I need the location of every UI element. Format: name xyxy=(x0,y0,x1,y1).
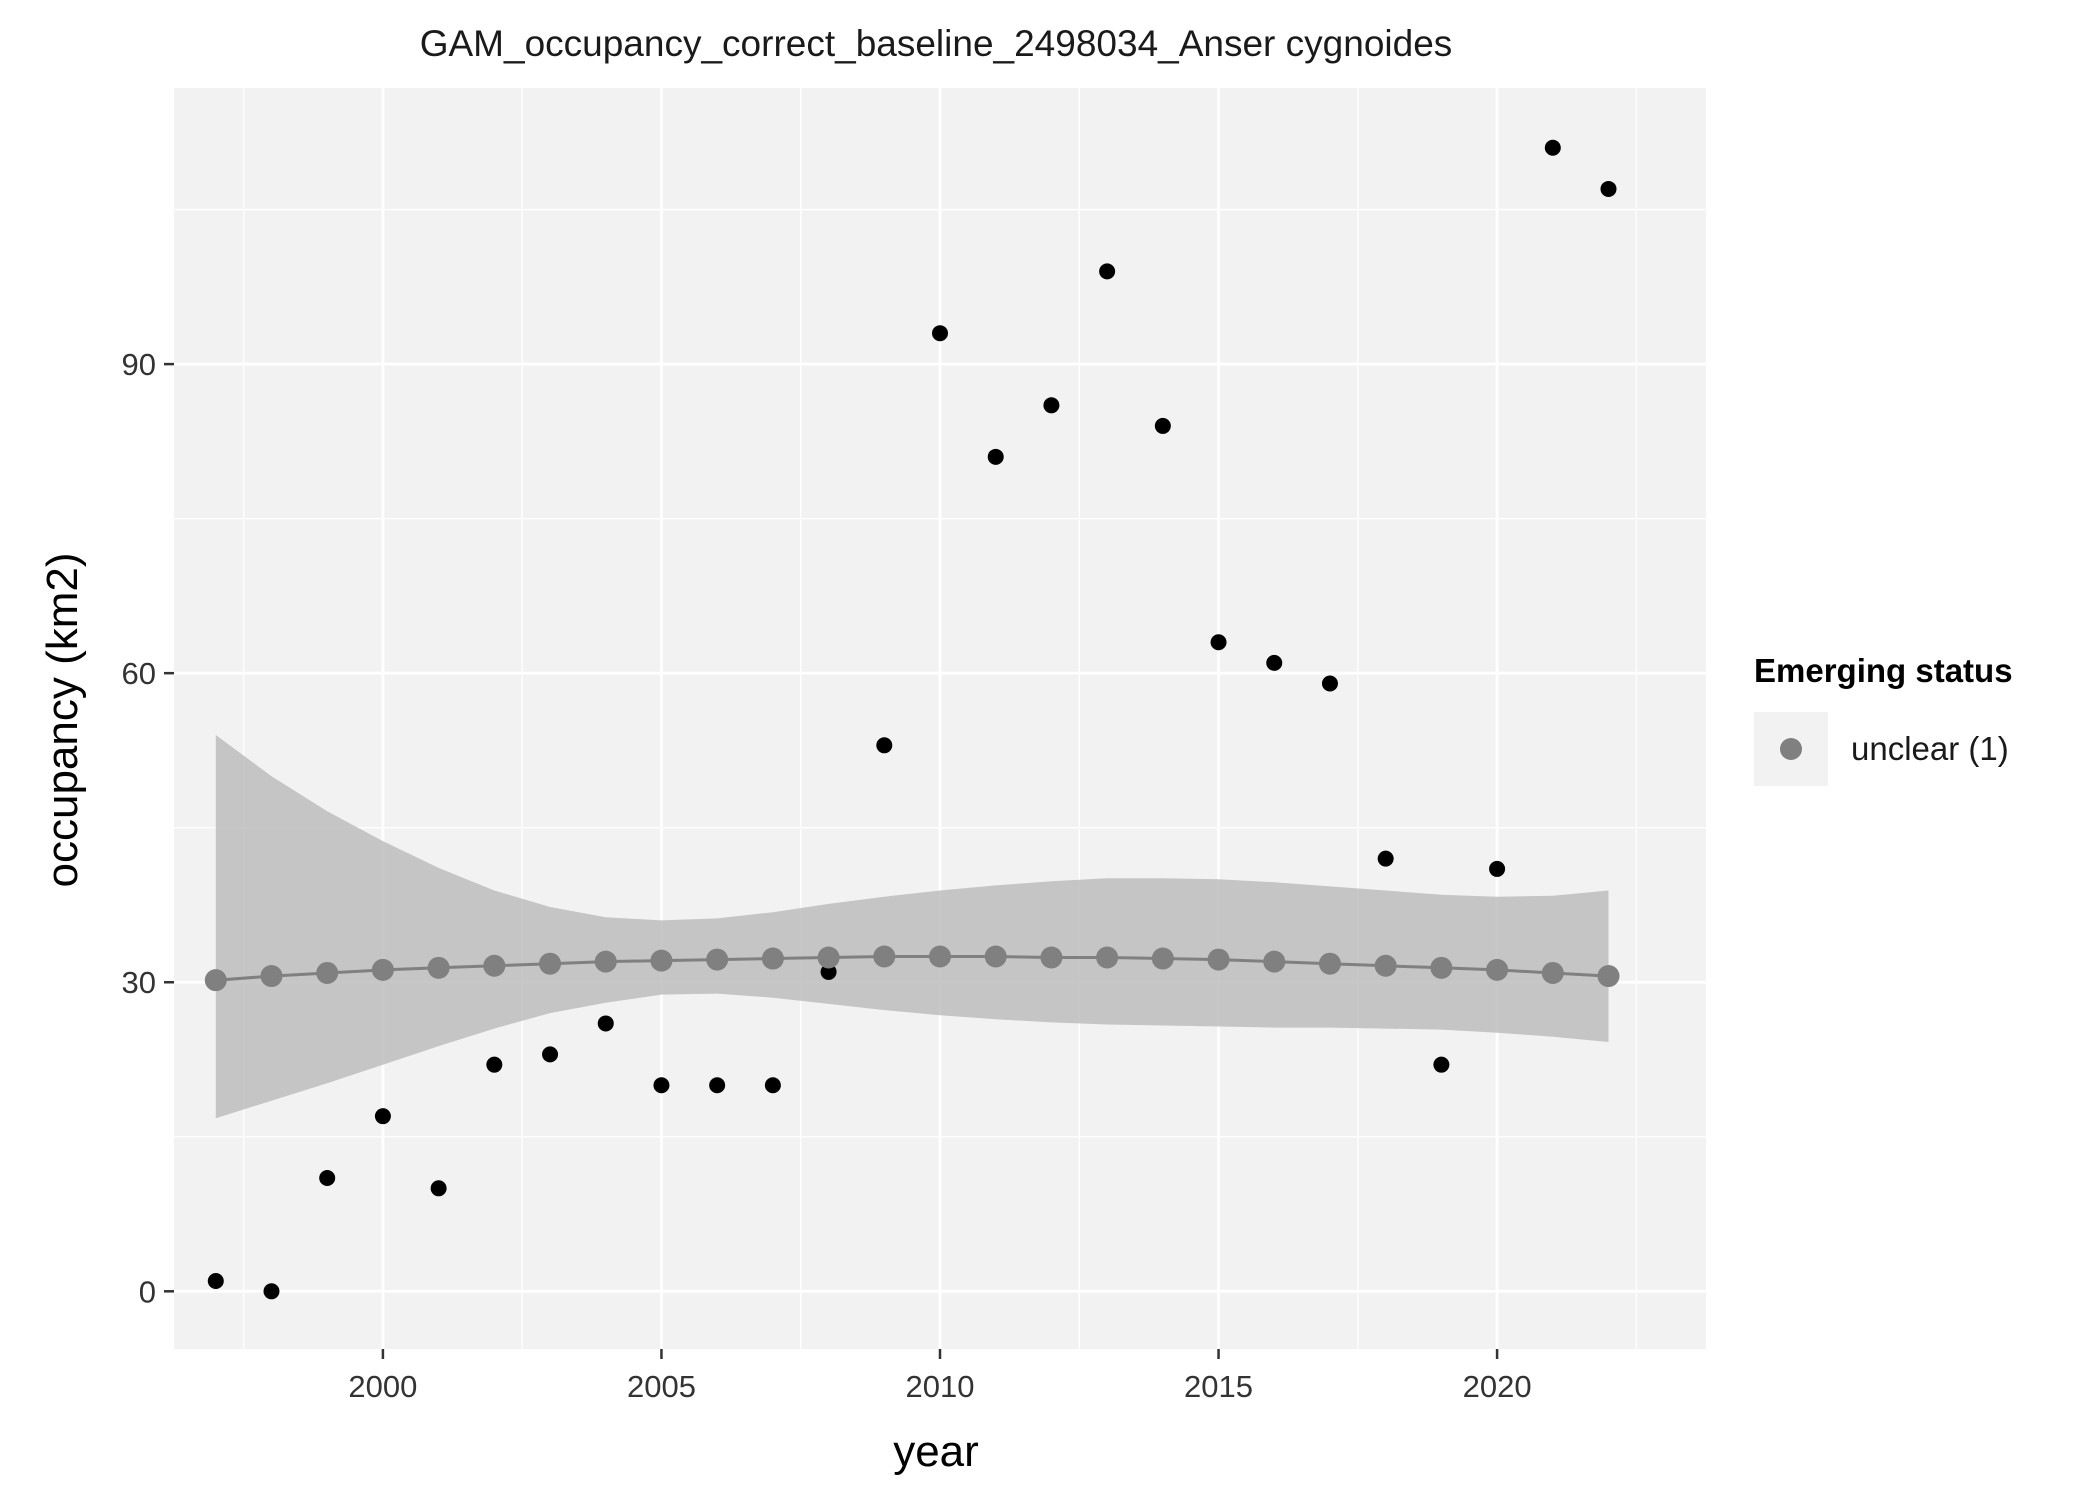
fitted-point xyxy=(316,961,339,984)
observed-point xyxy=(1210,634,1227,651)
observed-point xyxy=(1099,263,1116,280)
observed-point xyxy=(486,1056,503,1073)
observed-point xyxy=(542,1046,559,1063)
chart-title: GAM_occupancy_correct_baseline_2498034_A… xyxy=(420,23,1453,64)
fitted-point xyxy=(1096,946,1119,969)
fitted-point xyxy=(817,946,840,969)
observed-point xyxy=(1043,397,1060,414)
y-axis-title: occupancy (km2) xyxy=(38,552,87,887)
observed-point xyxy=(709,1077,726,1094)
observed-point xyxy=(374,1108,391,1125)
plot-panel xyxy=(174,88,1706,1349)
fitted-point xyxy=(427,956,450,979)
observed-point xyxy=(263,1283,280,1300)
observed-point xyxy=(319,1169,336,1186)
y-tick-label: 60 xyxy=(122,656,156,691)
observed-point xyxy=(987,448,1004,465)
fitted-point xyxy=(1151,947,1174,970)
axes: 2000 2005 2010 2015 2020 0 30 60 90 xyxy=(122,347,1532,1404)
fitted-point xyxy=(1374,954,1397,977)
fitted-point xyxy=(984,945,1007,968)
fitted-point xyxy=(1207,948,1230,971)
observed-point xyxy=(932,325,948,342)
observed-point xyxy=(653,1077,670,1094)
confidence-ribbon xyxy=(215,735,1609,1119)
legend-key-dot xyxy=(1780,738,1802,760)
fitted-point xyxy=(1263,950,1286,973)
legend-label-unclear: unclear (1) xyxy=(1851,730,2009,767)
observed-point xyxy=(430,1180,447,1197)
y-tick-label: 30 xyxy=(122,965,156,1000)
observed-point xyxy=(876,737,893,754)
observed-point xyxy=(1377,850,1394,867)
fitted-point xyxy=(1430,956,1453,979)
fitted-point xyxy=(706,948,729,971)
x-tick-label: 2015 xyxy=(1184,1369,1253,1404)
observed-point xyxy=(207,1273,224,1290)
observed-point xyxy=(1154,417,1171,434)
x-tick-label: 2005 xyxy=(627,1369,696,1404)
fitted-point xyxy=(1040,946,1063,969)
fitted-point xyxy=(873,945,896,968)
fitted-point xyxy=(371,958,394,981)
fitted-point xyxy=(539,952,562,975)
x-tick-label: 2010 xyxy=(906,1369,975,1404)
fitted-point xyxy=(1486,958,1509,981)
observed-point xyxy=(1433,1056,1450,1073)
legend-title: Emerging status xyxy=(1754,652,2013,689)
observed-point xyxy=(1266,654,1283,671)
observed-point xyxy=(764,1077,781,1094)
fitted-point xyxy=(1597,965,1620,988)
fitted-point xyxy=(594,950,617,973)
x-axis-title: year xyxy=(893,1427,979,1476)
fitted-point xyxy=(650,949,673,972)
y-tick-label: 90 xyxy=(122,347,156,382)
fitted-point xyxy=(1541,961,1564,984)
fitted-point xyxy=(1318,952,1341,975)
observed-point xyxy=(1489,860,1506,877)
legend: Emerging status unclear (1) xyxy=(1754,652,2013,786)
observed-point xyxy=(597,1015,614,1032)
observed-point xyxy=(1321,675,1338,692)
fitted-point xyxy=(483,954,506,977)
x-tick-label: 2020 xyxy=(1463,1369,1532,1404)
observed-point xyxy=(1600,180,1617,197)
fitted-point xyxy=(761,947,784,970)
fitted-point xyxy=(929,945,951,968)
x-tick-label: 2000 xyxy=(348,1369,417,1404)
fitted-point xyxy=(260,965,283,988)
observed-point xyxy=(820,963,837,980)
observed-point xyxy=(1544,139,1561,156)
y-tick-label: 0 xyxy=(139,1274,156,1309)
fitted-point xyxy=(204,969,227,992)
